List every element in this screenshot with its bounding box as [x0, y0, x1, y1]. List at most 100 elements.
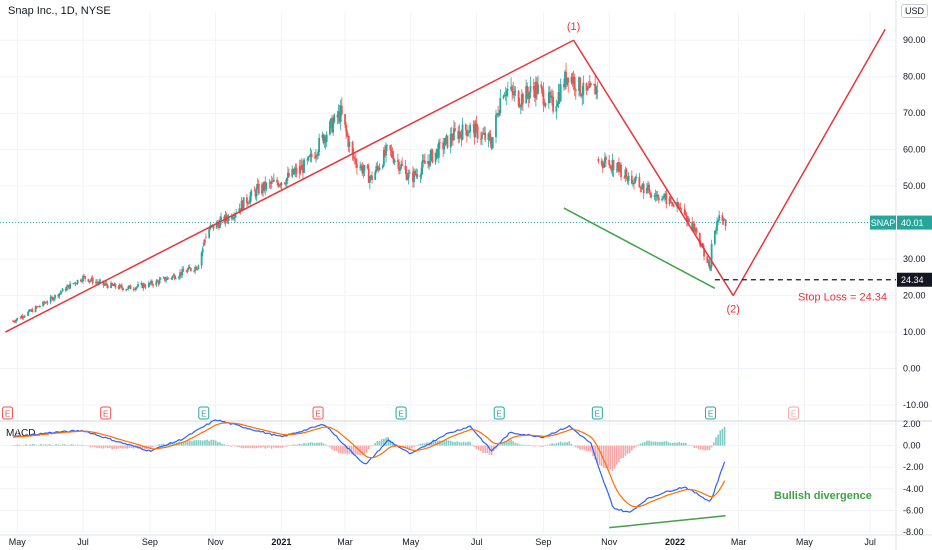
candle-body — [158, 279, 161, 284]
macd-histogram-bar — [460, 442, 463, 446]
candle-body — [676, 201, 679, 207]
candle-body — [114, 283, 117, 288]
candle-body — [120, 285, 123, 289]
candle-body — [381, 165, 384, 168]
macd-histogram-bar — [126, 445, 129, 449]
candle-body — [91, 277, 94, 284]
candle-body — [29, 309, 32, 312]
macd-histogram-bar — [184, 441, 187, 446]
candle-body — [449, 133, 452, 148]
macd-histogram-bar — [365, 445, 368, 453]
candle-body — [499, 98, 502, 113]
candle-body — [301, 165, 303, 171]
macd-histogram-bar — [417, 444, 420, 446]
macd-histogram-bar — [158, 444, 161, 446]
candle-body — [473, 124, 476, 138]
macd-histogram-bar — [540, 445, 543, 447]
candle-body — [276, 179, 279, 183]
candle-body — [593, 84, 595, 86]
candle-body — [172, 274, 175, 277]
candle-body — [147, 282, 150, 288]
candle-body — [53, 298, 55, 301]
macd-histogram-bar — [208, 440, 210, 446]
macd-histogram-bar — [279, 445, 282, 448]
candle-body — [588, 83, 591, 88]
macd-histogram-bar — [27, 445, 29, 446]
candle-body — [489, 136, 492, 144]
candle-body — [338, 111, 341, 122]
macd-histogram-bar — [217, 442, 219, 446]
macd-histogram-bar — [286, 445, 288, 447]
macd-histogram-bar — [294, 444, 297, 446]
candle-body — [587, 87, 590, 89]
candle-body — [504, 95, 507, 96]
macd-histogram-bar — [316, 442, 318, 446]
candle-body — [458, 131, 461, 139]
candle-body — [141, 283, 144, 289]
candle-body — [423, 160, 426, 164]
candle-body — [378, 167, 381, 170]
macd-histogram-bar — [98, 445, 100, 448]
candle-body — [142, 284, 145, 289]
candle-body — [646, 187, 648, 194]
candle-body — [650, 194, 653, 197]
candle-body — [514, 90, 517, 92]
candle-body — [603, 157, 606, 163]
candle-body — [574, 89, 577, 91]
currency-badge[interactable]: USD — [900, 4, 928, 18]
macd-histogram-bar — [585, 445, 588, 452]
candle-body — [374, 171, 377, 180]
time-axis-tick: May — [9, 537, 27, 547]
time-axis-tick: Jul — [77, 537, 89, 547]
candle-body — [313, 157, 316, 159]
candle-body — [547, 92, 550, 104]
candle-body — [691, 221, 694, 231]
macd-histogram-bar — [499, 444, 502, 446]
candle-body — [522, 94, 524, 104]
candle-body — [195, 267, 198, 270]
candle-body — [511, 86, 514, 91]
candle-body — [12, 321, 14, 322]
macd-histogram-bar — [227, 445, 230, 446]
macd-histogram-bar — [247, 445, 249, 449]
candle-body — [233, 217, 235, 219]
candle-body — [27, 311, 29, 316]
candle-body — [111, 283, 114, 285]
candle-body — [230, 215, 233, 219]
macd-histogram-bar — [618, 445, 620, 463]
macd-histogram-bar — [667, 441, 670, 446]
earnings-marker-letter: E — [398, 410, 403, 419]
candle-body — [174, 278, 177, 280]
candle-body — [189, 268, 192, 271]
macd-histogram-bar — [641, 442, 644, 446]
macd-histogram-bar — [139, 445, 141, 449]
candle-body — [134, 287, 137, 290]
candle-body — [638, 176, 641, 188]
candle-body — [234, 214, 236, 218]
candle-body — [112, 284, 115, 287]
candle-body — [468, 131, 470, 134]
macd-line — [12, 419, 726, 513]
candle-body — [95, 281, 97, 284]
macd-histogram-bar — [191, 441, 193, 446]
time-axis-tick: Jul — [471, 537, 483, 547]
candle-body — [293, 171, 296, 174]
chart-title: Snap Inc., 1D, NYSE — [8, 5, 111, 17]
macd-histogram-bar — [654, 441, 657, 446]
macd-histogram-bar — [25, 444, 27, 446]
candle-body — [710, 243, 713, 267]
macd-histogram-bar — [188, 440, 191, 446]
macd-histogram-bar — [305, 443, 308, 446]
macd-histogram-bar — [605, 445, 607, 469]
earnings-marker: E — [100, 406, 112, 420]
macd-histogram-bar — [355, 445, 357, 455]
macd-histogram-bar — [81, 444, 83, 446]
macd-histogram-bar — [311, 442, 314, 446]
macd-histogram-bar — [171, 443, 174, 446]
macd-histogram-bar — [697, 445, 700, 450]
macd-histogram-bar — [628, 445, 631, 453]
macd-histogram-bar — [314, 443, 316, 446]
candle-body — [284, 183, 287, 185]
candle-body — [465, 130, 468, 136]
